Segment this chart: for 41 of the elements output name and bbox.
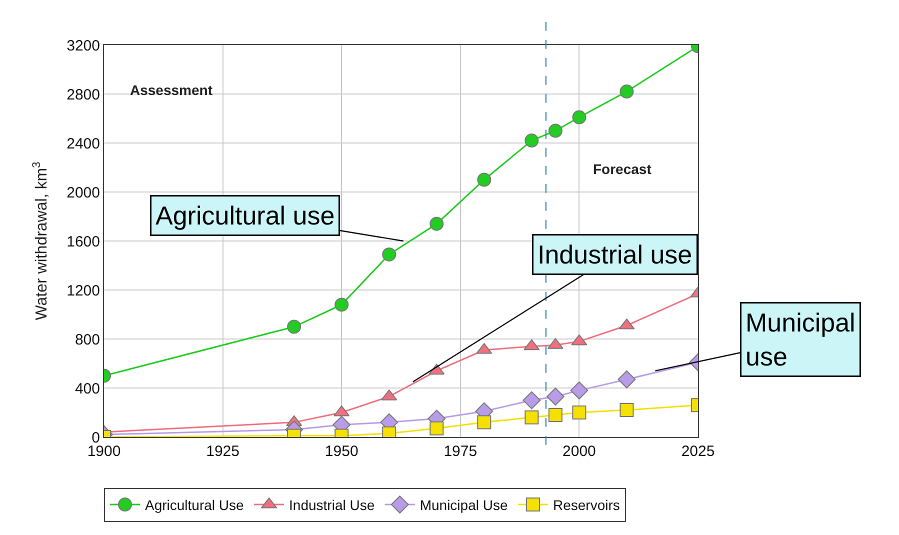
point — [522, 391, 541, 410]
point — [572, 110, 586, 124]
point — [477, 172, 492, 187]
y-tick-label: 800 — [74, 331, 100, 348]
legend-label: Industrial Use — [289, 497, 375, 514]
legend-label: Municipal Use — [420, 497, 508, 514]
point — [548, 408, 562, 422]
point — [620, 84, 634, 99]
point — [548, 124, 562, 138]
y-tick-label: 2000 — [66, 184, 100, 202]
x-tick-label: 2025 — [681, 443, 715, 460]
y-tick-label: 1600 — [66, 233, 100, 250]
annotation: Industrial use — [538, 240, 692, 270]
x-tick-label: 2000 — [562, 443, 596, 460]
point — [572, 406, 586, 420]
point — [524, 410, 539, 424]
point — [524, 134, 539, 148]
annotation: Forecast — [593, 161, 652, 177]
legend-label: Agricultural Use — [145, 497, 244, 514]
annotation: Agricultural use — [156, 200, 335, 230]
y-tick-label: 2400 — [66, 135, 100, 152]
x-tick-label: 1925 — [206, 443, 240, 460]
y-tick-label: 400 — [74, 380, 100, 398]
annotation: Municipal use — [746, 308, 856, 372]
point — [287, 320, 302, 334]
point — [382, 247, 396, 262]
point — [430, 216, 444, 231]
point — [430, 421, 444, 436]
point — [570, 382, 588, 400]
annotation: Assessment — [130, 82, 213, 98]
x-tick-label: 1950 — [324, 443, 358, 460]
point — [477, 415, 492, 430]
y-tick-label: 2800 — [66, 86, 100, 104]
point — [334, 298, 349, 312]
point — [618, 370, 636, 388]
legend-label: Reservoirs — [552, 497, 620, 514]
point — [546, 388, 564, 406]
y-tick-label: 3200 — [66, 37, 100, 54]
point — [620, 403, 634, 418]
x-tick-label: 1975 — [444, 443, 478, 460]
y-tick-label: 1200 — [66, 282, 100, 300]
